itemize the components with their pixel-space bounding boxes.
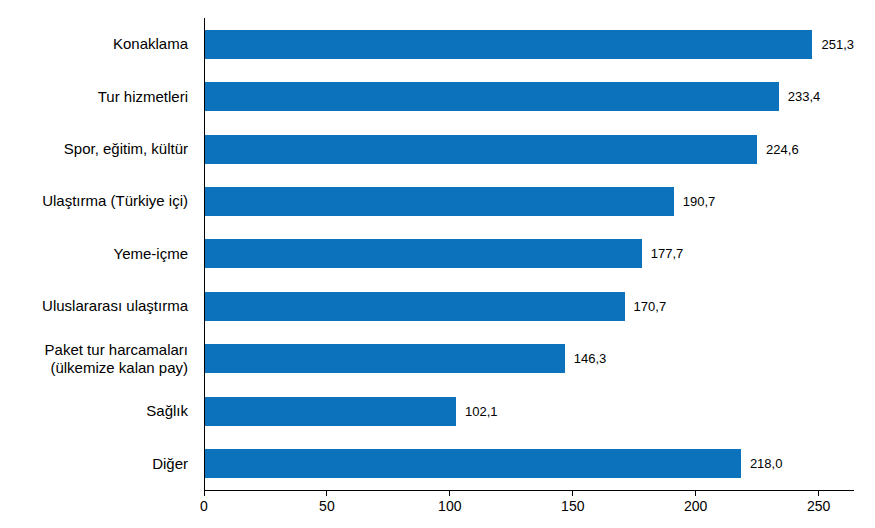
- x-tick-label: 100: [426, 498, 474, 514]
- bar: [205, 30, 812, 59]
- label-row: Spor, eğitim, kültür: [0, 123, 196, 175]
- x-tick-mark: [326, 491, 327, 496]
- x-tick-mark: [818, 491, 819, 496]
- x-tick-label: 150: [549, 498, 597, 514]
- x-tick-mark: [204, 491, 205, 496]
- bar-row: 224,6: [205, 123, 854, 175]
- category-label: Konaklama: [113, 35, 196, 53]
- value-label: 224,6: [766, 142, 799, 157]
- x-tick-label: 0: [180, 498, 228, 514]
- x-tick-label: 200: [672, 498, 720, 514]
- x-tick-label: 250: [795, 498, 843, 514]
- bar-chart: Konaklama Tur hizmetleri Spor, eğitim, kül…: [0, 0, 875, 528]
- bar: [205, 292, 625, 321]
- value-label: 170,7: [634, 299, 667, 314]
- bar: [205, 344, 565, 373]
- bar-row: 177,7: [205, 228, 854, 280]
- bar: [205, 135, 757, 164]
- bar-row: 218,0: [205, 438, 854, 490]
- category-label: Diğer: [152, 455, 196, 473]
- x-tick-label: 50: [303, 498, 351, 514]
- category-label: Paket tur harcamaları (ülkemize kalan pa…: [45, 341, 196, 378]
- category-label: Sağlık: [146, 402, 196, 420]
- category-label: Uluslararası ulaştırma: [42, 297, 196, 315]
- category-axis: Konaklama Tur hizmetleri Spor, eğitim, kül…: [0, 18, 196, 490]
- label-row: Paket tur harcamaları (ülkemize kalan pa…: [0, 333, 196, 385]
- label-row: Uluslararası ulaştırma: [0, 280, 196, 332]
- x-tick-mark: [572, 491, 573, 496]
- category-label: Spor, eğitim, kültür: [64, 140, 196, 158]
- value-label: 190,7: [683, 194, 716, 209]
- value-label: 146,3: [574, 351, 607, 366]
- label-row: Yeme-içme: [0, 228, 196, 280]
- category-label: Yeme-içme: [114, 245, 196, 263]
- bar: [205, 187, 674, 216]
- bar: [205, 397, 456, 426]
- value-label: 218,0: [750, 456, 783, 471]
- x-tick-mark: [695, 491, 696, 496]
- label-row: Tur hizmetleri: [0, 70, 196, 122]
- label-row: Sağlık: [0, 385, 196, 437]
- bar: [205, 449, 741, 478]
- label-row: Konaklama: [0, 18, 196, 70]
- bar-row: 251,3: [205, 18, 854, 70]
- bar-row: 102,1: [205, 385, 854, 437]
- plot-area: 251,3 233,4 224,6 190,7 177,7 170,7 146,3 102,1…: [204, 18, 854, 491]
- bar-row: 233,4: [205, 70, 854, 122]
- value-label: 233,4: [788, 89, 821, 104]
- bar: [205, 239, 642, 268]
- category-label: Ulaştırma (Türkiye içi): [42, 192, 196, 210]
- bar: [205, 82, 779, 111]
- bar-row: 170,7: [205, 280, 854, 332]
- value-label: 177,7: [651, 246, 684, 261]
- value-label: 251,3: [821, 37, 854, 52]
- x-tick-mark: [449, 491, 450, 496]
- label-row: Ulaştırma (Türkiye içi): [0, 175, 196, 227]
- bar-row: 146,3: [205, 333, 854, 385]
- value-label: 102,1: [465, 404, 498, 419]
- category-label: Tur hizmetleri: [98, 88, 196, 106]
- label-row: Diğer: [0, 438, 196, 490]
- bar-row: 190,7: [205, 175, 854, 227]
- x-axis: 050100150200250: [204, 491, 853, 523]
